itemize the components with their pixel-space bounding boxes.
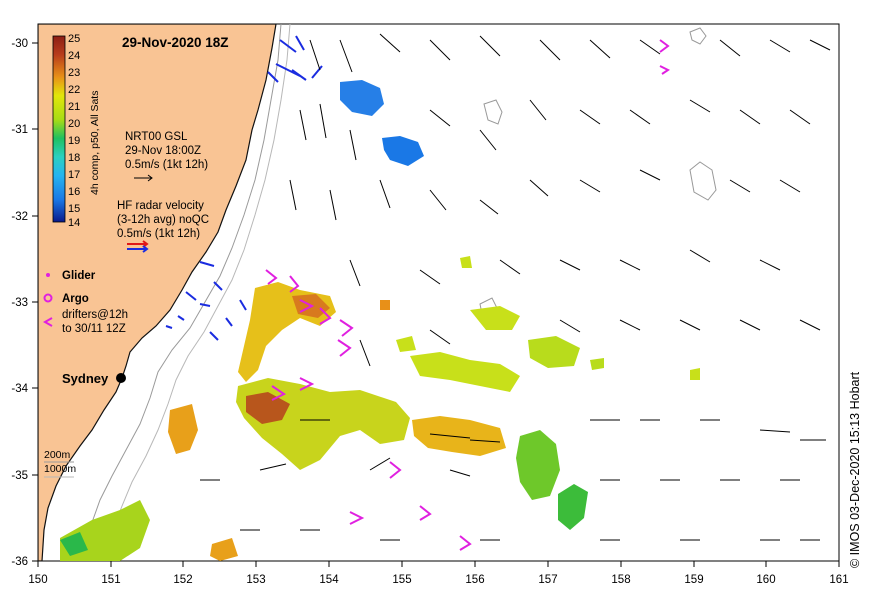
svg-text:(3-12h avg) noQC: (3-12h avg) noQC (117, 214, 209, 226)
svg-text:17: 17 (68, 169, 80, 181)
svg-text:159: 159 (684, 574, 703, 586)
svg-text:21: 21 (68, 101, 80, 113)
svg-text:-34: -34 (11, 383, 28, 395)
svg-text:29-Nov 18:00Z: 29-Nov 18:00Z (125, 145, 201, 157)
svg-text:-30: -30 (11, 38, 28, 50)
imos-credit: © IMOS 03-Dec-2020 15:13 Hobart (848, 371, 862, 568)
colorbar-tick-labels: 25 24 23 22 21 20 19 18 17 16 15 14 (68, 33, 80, 229)
sst-patches (60, 80, 700, 561)
svg-text:14: 14 (68, 217, 80, 229)
svg-text:-35: -35 (11, 470, 28, 482)
legend-text: NRT00 GSL 29-Nov 18:00Z 0.5m/s (1kt 12h)… (44, 131, 209, 475)
sydney-marker (116, 373, 126, 383)
city-label-sydney: Sydney (62, 371, 109, 386)
svg-text:19: 19 (68, 135, 80, 147)
svg-text:23: 23 (68, 67, 80, 79)
drifter-tracks (265, 39, 670, 551)
svg-text:150: 150 (28, 574, 47, 586)
svg-text:Argo: Argo (62, 293, 89, 305)
svg-text:160: 160 (756, 574, 775, 586)
svg-text:24: 24 (68, 50, 80, 62)
svg-text:0.5m/s (1kt 12h): 0.5m/s (1kt 12h) (125, 159, 208, 171)
hf-scale-arrow-blue (127, 245, 149, 253)
svg-text:-33: -33 (11, 297, 28, 309)
isobath-1000m (105, 24, 291, 561)
axis-ticks (32, 42, 840, 567)
svg-text:156: 156 (465, 574, 484, 586)
svg-text:155: 155 (392, 574, 411, 586)
glider-symbol (46, 273, 50, 277)
svg-text:16: 16 (68, 186, 80, 198)
svg-text:NRT00 GSL: NRT00 GSL (125, 131, 188, 143)
svg-text:15: 15 (68, 203, 80, 215)
svg-text:HF radar velocity: HF radar velocity (117, 200, 204, 212)
svg-text:-32: -32 (11, 211, 28, 223)
svg-text:-31: -31 (11, 124, 28, 136)
svg-text:157: 157 (538, 574, 557, 586)
svg-text:158: 158 (611, 574, 630, 586)
svg-text:18: 18 (68, 152, 80, 164)
svg-text:20: 20 (68, 118, 80, 130)
svg-text:151: 151 (101, 574, 120, 586)
gsl-scale-arrow (134, 174, 153, 182)
svg-text:152: 152 (173, 574, 192, 586)
isobath-200m (83, 24, 282, 561)
map-title: 29-Nov-2020 18Z (122, 35, 229, 50)
svg-text:25: 25 (68, 33, 80, 45)
gsl-current-arrows (200, 33, 831, 541)
drifter-symbol (42, 317, 53, 327)
svg-text:0.5m/s (1kt 12h): 0.5m/s (1kt 12h) (117, 228, 200, 240)
svg-text:-36: -36 (11, 556, 28, 568)
svg-text:153: 153 (246, 574, 265, 586)
svg-text:154: 154 (319, 574, 339, 586)
svg-text:161: 161 (829, 574, 848, 586)
argo-symbol (43, 293, 53, 303)
colorbar (52, 35, 66, 223)
colorbar-label: 4h comp, p50, All Sats (89, 91, 101, 195)
lon-tick-labels: 150 151 152 153 154 155 156 157 158 159 … (28, 574, 848, 586)
svg-text:Glider: Glider (62, 270, 96, 282)
svg-text:1000m: 1000m (44, 463, 76, 475)
svg-text:200m: 200m (44, 449, 71, 461)
svg-text:to 30/11 12Z: to 30/11 12Z (62, 323, 126, 335)
hf-radar-arrows (165, 35, 323, 341)
svg-text:drifters@12h: drifters@12h (62, 309, 128, 321)
lat-tick-labels: -30 -31 -32 -33 -34 -35 -36 (11, 38, 28, 568)
svg-text:22: 22 (68, 84, 80, 96)
land-mass (38, 24, 277, 561)
